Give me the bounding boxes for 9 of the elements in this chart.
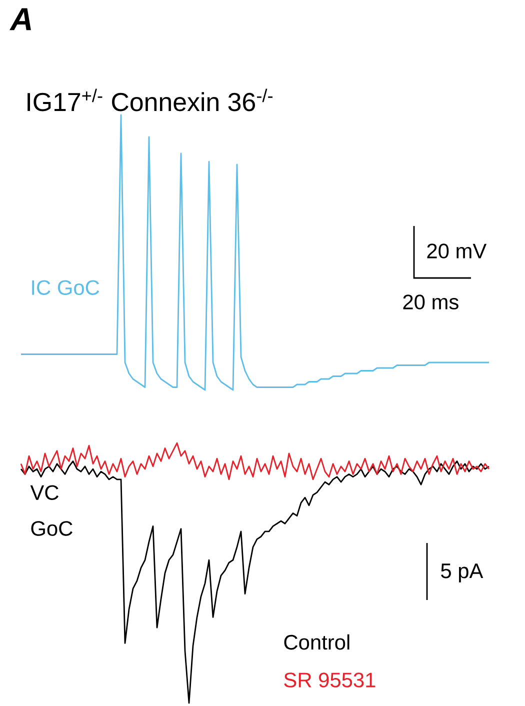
y-axis-title: VC GoC [30, 485, 72, 536]
annotation: 20 mV [427, 244, 487, 258]
annotation: 5 pA [441, 564, 484, 582]
chart-title: IG17$^{+/-}$ Connexin 36$^{-/-}$ [28, 88, 272, 112]
annotation: 20 ms [403, 294, 458, 310]
text: A [10, 8, 31, 30]
text: SR 95531 [284, 672, 376, 688]
text: Control [284, 634, 350, 650]
y-axis-title: IC GoC [32, 280, 100, 296]
